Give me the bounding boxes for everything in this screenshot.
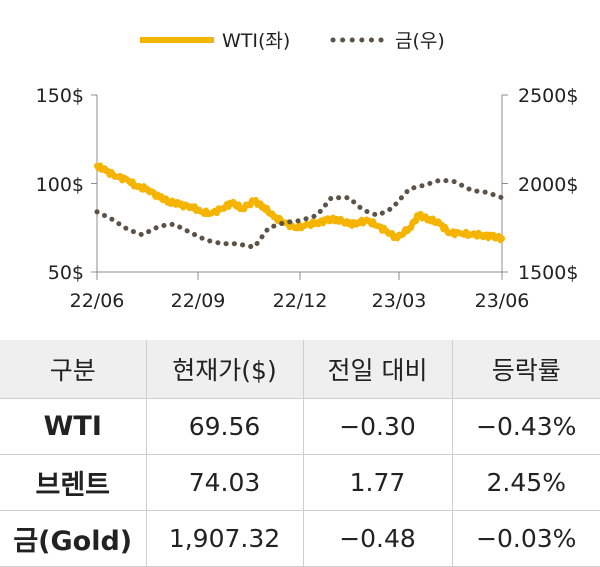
chart-legend: WTI(좌) 금(우) bbox=[140, 30, 445, 52]
cell-day-change: 1.77 bbox=[302, 454, 452, 511]
cell-day-change: −0.48 bbox=[302, 510, 452, 567]
header-category: 구분 bbox=[0, 340, 146, 399]
y-left-tick-label: 50$ bbox=[48, 262, 84, 284]
table-row: 브렌트 74.03 1.77 2.45% bbox=[0, 454, 600, 511]
y-right-tick-label: 2000$ bbox=[518, 174, 578, 196]
x-tick-label: 23/06 bbox=[475, 290, 530, 312]
legend-label-gold: 금(우) bbox=[395, 30, 445, 52]
y-right-tick-label: 2500$ bbox=[518, 85, 578, 107]
wti-series-line bbox=[94, 162, 505, 244]
cell-change-rate: −0.43% bbox=[451, 398, 600, 455]
left-axis: 150$ 100$ 50$ bbox=[36, 85, 98, 284]
row-label: WTI bbox=[0, 398, 146, 455]
header-current-price: 현재가($) bbox=[145, 340, 303, 399]
table-row: 금(Gold) 1,907.32 −0.48 −0.03% bbox=[0, 510, 600, 567]
cell-change-rate: −0.03% bbox=[451, 510, 600, 567]
legend-label-wti: WTI(좌) bbox=[222, 30, 290, 52]
series-layer bbox=[94, 162, 505, 250]
cell-current-price: 74.03 bbox=[145, 454, 303, 511]
row-label: 금(Gold) bbox=[0, 510, 146, 567]
x-tick-label: 22/06 bbox=[70, 290, 125, 312]
row-label: 브렌트 bbox=[0, 454, 146, 511]
table-row: WTI 69.56 −0.30 −0.43% bbox=[0, 398, 600, 455]
table-header-row: 구분 현재가($) 전일 대비 등락률 bbox=[0, 340, 600, 399]
y-left-tick-label: 100$ bbox=[36, 174, 84, 196]
y-right-tick-label: 1500$ bbox=[518, 262, 578, 284]
x-tick-label: 23/03 bbox=[372, 290, 427, 312]
x-tick-label: 22/09 bbox=[171, 290, 226, 312]
header-day-change: 전일 대비 bbox=[302, 340, 452, 399]
cell-current-price: 1,907.32 bbox=[145, 510, 303, 567]
commodity-price-chart: WTI(좌) 금(우) 150$ 100$ 50$ 2500$ 2000$ 15… bbox=[36, 30, 579, 312]
cell-current-price: 69.56 bbox=[145, 398, 303, 455]
cell-day-change: −0.30 bbox=[302, 398, 452, 455]
cell-change-rate: 2.45% bbox=[451, 454, 600, 511]
x-tick-label: 22/12 bbox=[273, 290, 328, 312]
right-axis: 2500$ 2000$ 1500$ bbox=[501, 85, 578, 284]
header-change-rate: 등락률 bbox=[451, 340, 600, 399]
gold-series-line bbox=[94, 177, 505, 250]
x-axis: 22/06 22/09 22/12 23/03 23/06 bbox=[70, 271, 530, 312]
price-summary-table: 구분 현재가($) 전일 대비 등락률 WTI 69.56 −0.30 −0.4… bbox=[0, 340, 600, 567]
y-left-tick-label: 150$ bbox=[36, 85, 84, 107]
